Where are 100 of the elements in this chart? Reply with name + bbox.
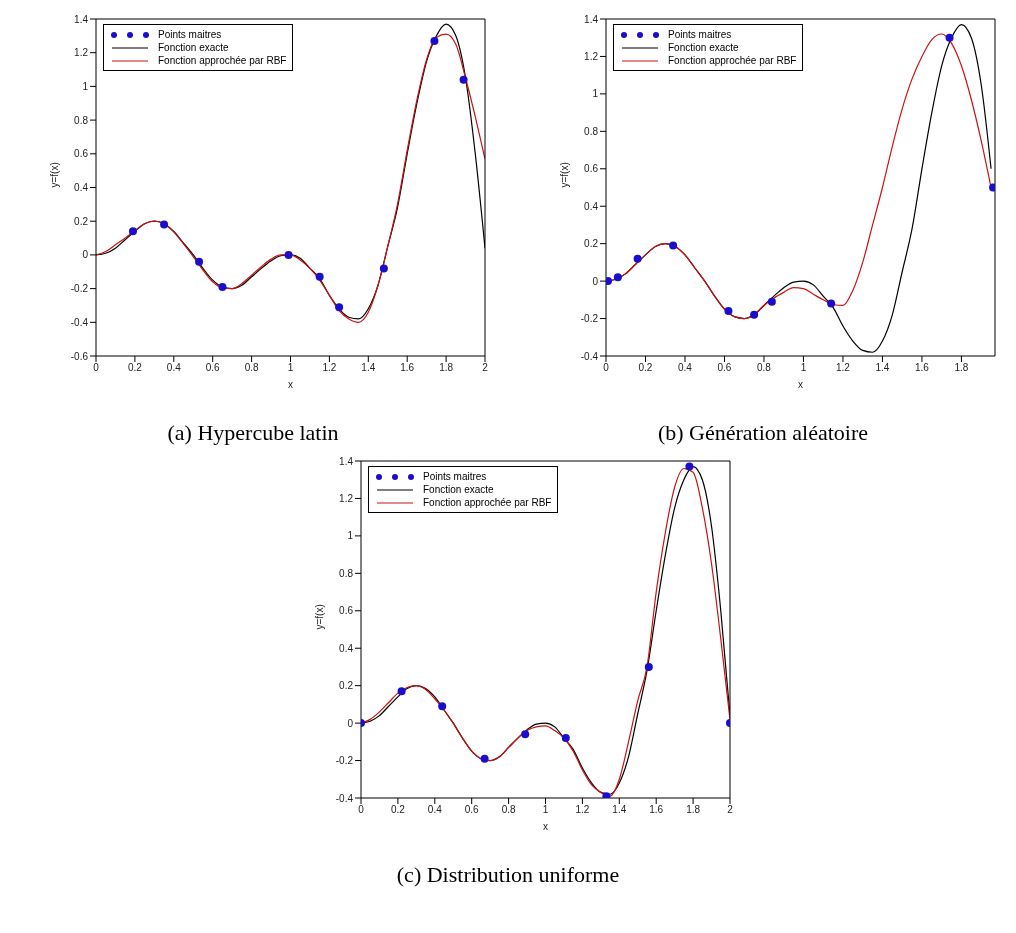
- y-tick-label: 0.8: [74, 114, 89, 126]
- x-tick-label: 0.2: [390, 804, 406, 816]
- point: [315, 272, 324, 281]
- y-tick-label: 0.2: [74, 215, 89, 227]
- x-tick-label: 1: [287, 362, 294, 374]
- legend-label: Fonction approchée par RBF: [668, 55, 797, 66]
- y-tick-label: 0.8: [584, 125, 599, 137]
- x-tick-label: 0.8: [244, 362, 259, 374]
- y-tick-label: 1.4: [339, 455, 354, 467]
- x-tick-label: 0.4: [678, 362, 693, 374]
- y-tick-label: 1.4: [584, 13, 599, 25]
- x-tick-label: 0: [93, 362, 100, 374]
- y-tick-label: 0: [592, 275, 599, 287]
- point: [633, 254, 642, 263]
- x-tick-label: 1.2: [322, 362, 337, 374]
- point: [335, 303, 344, 312]
- y-tick-label: -0.4: [580, 350, 599, 362]
- point: [430, 36, 439, 45]
- legend-label: Fonction exacte: [423, 484, 494, 495]
- x-axis-title: x: [798, 379, 803, 390]
- y-tick-label: -0.2: [70, 283, 89, 295]
- point: [521, 730, 530, 739]
- y-axis-title: y=f(x): [48, 162, 60, 188]
- x-tick-label: 1.8: [954, 362, 969, 374]
- y-tick-label: 0.6: [584, 163, 599, 175]
- point: [128, 227, 137, 236]
- y-tick-label: 0.2: [339, 680, 354, 692]
- text: (a) Hypercube latin: [166, 420, 340, 446]
- x-tick-label: 2: [482, 362, 489, 374]
- y-tick-label: -0.6: [70, 350, 89, 362]
- y-tick-label: 1.2: [339, 492, 354, 504]
- y-tick-label: -0.4: [335, 792, 354, 804]
- point: [669, 241, 678, 250]
- x-tick-label: 1: [800, 362, 807, 374]
- y-tick-label: 0: [82, 249, 89, 261]
- x-tick-label: 2: [727, 804, 734, 816]
- y-tick-label: 1.2: [74, 47, 89, 59]
- x-tick-label: 1: [542, 804, 549, 816]
- y-tick-label: 1: [82, 80, 89, 92]
- x-tick-label: 0.6: [464, 804, 480, 816]
- y-tick-label: -0.2: [335, 755, 354, 767]
- y-tick-label: -0.2: [580, 313, 599, 325]
- x-tick-label: 0.2: [638, 362, 653, 374]
- y-tick-label: 0.2: [584, 238, 599, 250]
- legend-label: Fonction approchée par RBF: [158, 55, 287, 66]
- text: (b) Génération aléatoire: [656, 420, 870, 446]
- x-tick-label: 1.8: [686, 804, 701, 816]
- point: [195, 257, 204, 266]
- x-tick-label: 0: [603, 362, 610, 374]
- y-tick-label: 1.4: [74, 13, 89, 25]
- y-tick-label: 1: [592, 88, 599, 100]
- y-axis-title: y=f(x): [558, 162, 570, 188]
- x-tick-label: 0.8: [501, 804, 516, 816]
- point: [685, 462, 694, 471]
- x-tick-label: 0.4: [166, 362, 182, 374]
- x-tick-label: 1.4: [612, 804, 627, 816]
- y-axis-title: y=f(x): [313, 604, 325, 630]
- point: [561, 734, 570, 743]
- y-tick-label: -0.4: [70, 316, 89, 328]
- point: [945, 33, 954, 42]
- x-tick-label: 1.8: [439, 362, 454, 374]
- x-tick-label: 0.8: [757, 362, 772, 374]
- x-tick-label: 0.6: [717, 362, 732, 374]
- x-tick-label: 1.2: [836, 362, 851, 374]
- point: [379, 264, 388, 273]
- point: [459, 75, 468, 84]
- point: [160, 220, 169, 229]
- point: [284, 250, 293, 259]
- y-tick-label: 0.6: [74, 148, 89, 160]
- legend-label: Points maitres: [668, 29, 732, 40]
- y-tick-label: 0.4: [339, 642, 354, 654]
- y-tick-label: 0.6: [339, 605, 354, 617]
- text: (c) Distribution uniforme: [395, 862, 621, 888]
- point: [724, 307, 733, 316]
- x-tick-label: 1.6: [400, 362, 415, 374]
- x-tick-label: 0.6: [205, 362, 221, 374]
- point: [750, 310, 759, 319]
- x-tick-label: 0.4: [427, 804, 443, 816]
- point: [827, 299, 836, 308]
- legend-label: Fonction exacte: [668, 42, 739, 53]
- point: [397, 687, 406, 696]
- x-tick-label: 1.4: [875, 362, 890, 374]
- legend-label: Fonction exacte: [158, 42, 229, 53]
- point: [644, 662, 653, 671]
- legend-label: Fonction approchée par RBF: [423, 497, 552, 508]
- legend-label: Points maitres: [158, 29, 222, 40]
- legend-label: Points maitres: [423, 471, 487, 482]
- y-tick-label: 0.8: [339, 567, 354, 579]
- x-tick-label: 0: [358, 804, 365, 816]
- x-tick-label: 1.6: [649, 804, 664, 816]
- x-tick-label: 0.2: [127, 362, 143, 374]
- point: [480, 754, 489, 763]
- point: [613, 273, 622, 282]
- point: [438, 702, 447, 711]
- y-tick-label: 0.4: [74, 182, 89, 194]
- x-axis-title: x: [288, 379, 293, 390]
- point: [767, 297, 776, 306]
- y-tick-label: 1.2: [584, 50, 599, 62]
- x-tick-label: 1.6: [914, 362, 930, 374]
- y-tick-label: 0: [347, 717, 354, 729]
